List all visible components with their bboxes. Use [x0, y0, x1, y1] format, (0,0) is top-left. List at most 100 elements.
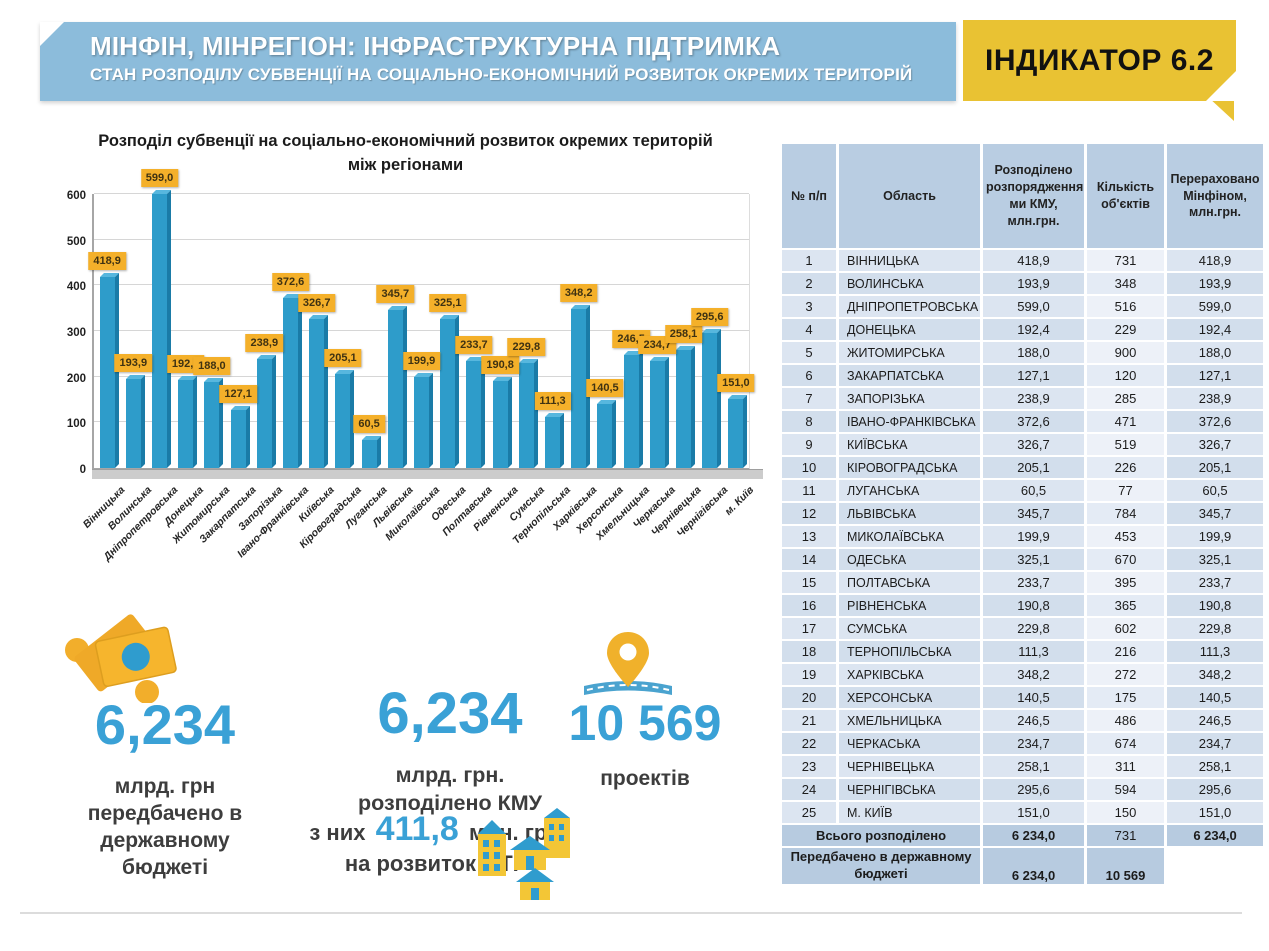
chart-bar — [125, 379, 141, 468]
chart-bar — [597, 403, 613, 468]
table-cell: 395 — [1087, 572, 1164, 593]
gridline — [94, 284, 749, 286]
table-cell: 60,5 — [983, 480, 1084, 501]
projects-count-label: проектів — [600, 767, 690, 790]
table-cell: 784 — [1087, 503, 1164, 524]
table-cell: 516 — [1087, 296, 1164, 317]
table-cell: 348,2 — [983, 664, 1084, 685]
table-cell: 348,2 — [1167, 664, 1263, 685]
table-cell: 325,1 — [983, 549, 1084, 570]
table-cell: 295,6 — [1167, 779, 1263, 800]
table-cell: 233,7 — [1167, 572, 1263, 593]
table-row: 19 ХАРКІВСЬКА 348,2 272 348,2 — [782, 664, 1263, 685]
bar-value-label: 199,9 — [402, 351, 441, 370]
table-row: 21 ХМЕЛЬНИЦЬКА 246,5 486 246,5 — [782, 710, 1263, 731]
table-cell: ПОЛТАВСЬКА — [839, 572, 980, 593]
table-row: 10 КІРОВОГРАДСЬКА 205,1 226 205,1 — [782, 457, 1263, 478]
table-cell: 238,9 — [983, 388, 1084, 409]
table-cell: 20 — [782, 687, 836, 708]
bar-value-label: 127,1 — [219, 384, 257, 403]
chart-plot-area: 0 100 200 300 400 500 600 418,9 Вінницька 193,9 Во… — [67, 169, 763, 563]
table-cell: 326,7 — [1167, 434, 1263, 455]
table-cell: 13 — [782, 526, 836, 547]
table-row: 15 ПОЛТАВСЬКА 233,7 395 233,7 — [782, 572, 1263, 593]
chart-bar — [230, 409, 246, 468]
table-cell: 205,1 — [983, 457, 1084, 478]
chart-bar — [178, 379, 194, 468]
table-row: 16 РІВНЕНСЬКА 190,8 365 190,8 — [782, 595, 1263, 616]
table-cell: 111,3 — [983, 641, 1084, 662]
total-transferred: 6 234,0 — [1167, 825, 1263, 846]
table-cell: 372,6 — [983, 411, 1084, 432]
table-cell: 175 — [1087, 687, 1164, 708]
table-row: 17 СУМСЬКА 229,8 602 229,8 — [782, 618, 1263, 639]
y-axis-label: 100 — [66, 418, 86, 431]
table-cell: 285 — [1087, 388, 1164, 409]
chart-bar — [702, 332, 718, 468]
budget-objects: 10 569 — [1087, 848, 1164, 884]
table-cell: 599,0 — [1167, 296, 1263, 317]
table-cell: 325,1 — [1167, 549, 1263, 570]
chart-bar — [676, 349, 691, 468]
column-header-objects: Кількість об'єктів — [1087, 144, 1164, 248]
y-axis-label: 200 — [66, 372, 86, 385]
table-cell: 10 — [782, 457, 836, 478]
bar-value-label: 258,1 — [664, 324, 703, 343]
header-banner: МІНФІН, МІНРЕГІОН: ІНФРАСТРУКТУРНА ПІДТР… — [40, 22, 956, 101]
table-row: 4 ДОНЕЦЬКА 192,4 229 192,4 — [782, 319, 1263, 340]
table-cell: 18 — [782, 641, 836, 662]
budget-distributed: 6 234,0 — [983, 848, 1084, 884]
bar-value-label: 60,5 — [353, 415, 385, 434]
summary-stats: 6,234 млрд. грн передбачено в державному… — [0, 598, 790, 928]
chart-bar — [518, 362, 534, 468]
table-cell: 471 — [1087, 411, 1164, 432]
table-cell: МИКОЛАЇВСЬКА — [839, 526, 980, 547]
chart-bar — [440, 319, 456, 468]
table-cell: 24 — [782, 779, 836, 800]
table-cell: ЗАПОРІЗЬКА — [839, 388, 980, 409]
table-cell: ЧЕРНІГІВСЬКА — [839, 779, 980, 800]
table-cell: 418,9 — [1167, 250, 1263, 271]
table-cell: 674 — [1087, 733, 1164, 754]
otg-prefix: з них — [309, 820, 366, 845]
table-cell: КІРОВОГРАДСЬКА — [839, 457, 980, 478]
chart-title: Розподіл субвенції на соціально-економіч… — [98, 132, 713, 174]
table-cell: 226 — [1087, 457, 1164, 478]
table-cell: 77 — [1087, 480, 1164, 501]
table-cell: 216 — [1087, 641, 1164, 662]
page-title: МІНФІН, МІНРЕГІОН: ІНФРАСТРУКТУРНА ПІДТР… — [90, 31, 781, 61]
table-cell: 199,9 — [1167, 526, 1263, 547]
table-cell: 594 — [1087, 779, 1164, 800]
chart-bar — [466, 361, 482, 468]
regions-table: № п/п Область Розподілено розпорядження … — [779, 142, 1266, 886]
bar-value-label: 193,9 — [114, 354, 153, 373]
table-cell: 453 — [1087, 526, 1164, 547]
bar-value-label: 205,1 — [324, 349, 362, 368]
budget-transferred — [1167, 848, 1263, 884]
table-row: 6 ЗАКАРПАТСЬКА 127,1 120 127,1 — [782, 365, 1263, 386]
table-cell: 188,0 — [983, 342, 1084, 363]
table-cell: 140,5 — [1167, 687, 1263, 708]
bar-value-label: 345,7 — [376, 284, 415, 303]
bar-value-label: 238,9 — [245, 333, 284, 352]
otg-amount: 411,8 — [375, 810, 459, 848]
table-cell: 6 — [782, 365, 836, 386]
table-row: 5 ЖИТОМИРСЬКА 188,0 900 188,0 — [782, 342, 1263, 363]
table-row: 24 ЧЕРНІГІВСЬКА 295,6 594 295,6 — [782, 779, 1263, 800]
chart-bar — [571, 308, 587, 468]
bar-value-label: 372,6 — [271, 272, 310, 291]
table-row: 12 ЛЬВІВСЬКА 345,7 784 345,7 — [782, 503, 1263, 524]
table-cell: ВІННИЦЬКА — [839, 250, 980, 271]
table-cell: 272 — [1087, 664, 1164, 685]
table-cell: 246,5 — [983, 710, 1084, 731]
table-cell: 15 — [782, 572, 836, 593]
bar-value-label: 325,1 — [428, 294, 467, 313]
chart-bar — [361, 440, 377, 468]
table-cell: ХМЕЛЬНИЦЬКА — [839, 710, 980, 731]
chart-base-platform — [92, 468, 763, 479]
table-cell: ХАРКІВСЬКА — [839, 664, 980, 685]
column-header-distributed: Розподілено розпорядження ми КМУ, млн.гр… — [983, 144, 1084, 248]
table-cell: 5 — [782, 342, 836, 363]
total-distributed: 6 234,0 — [983, 825, 1084, 846]
